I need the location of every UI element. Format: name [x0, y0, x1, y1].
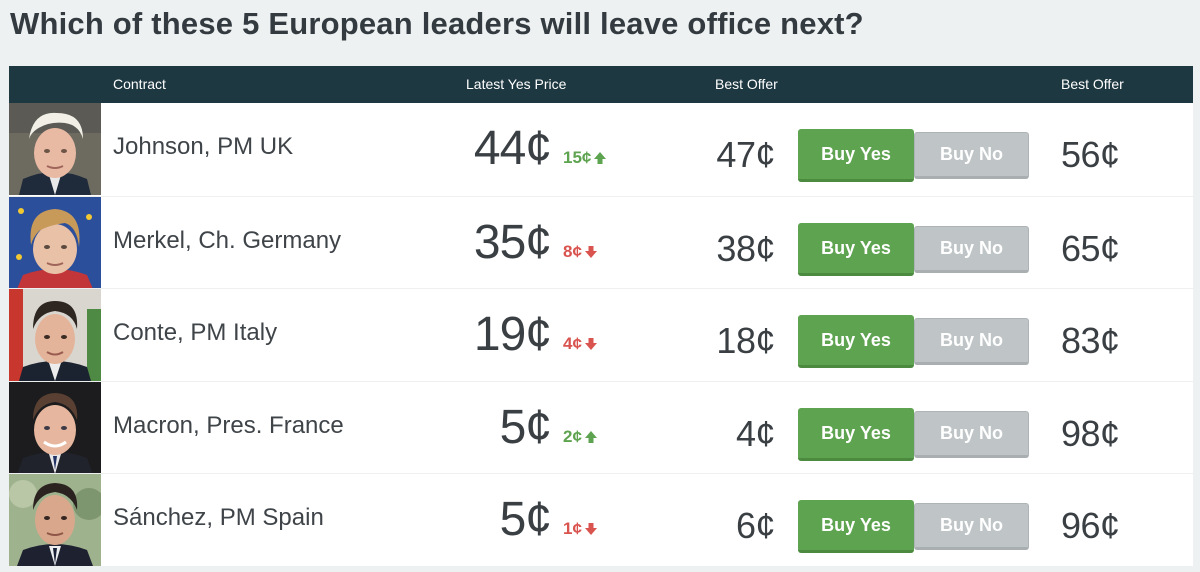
price-change: 4¢: [563, 334, 598, 354]
buy-no-button[interactable]: Buy No: [914, 411, 1029, 458]
best-offer-yes: 6¢: [735, 505, 776, 546]
best-offer-yes: 38¢: [716, 228, 775, 269]
header-best-offer-yes: Best Offer: [715, 76, 778, 92]
best-offer-no: 96¢: [1061, 505, 1120, 546]
best-offer-no: 65¢: [1061, 228, 1120, 269]
avatar-macron: [9, 382, 101, 474]
arrow-down-icon: [584, 523, 597, 535]
arrow-up-icon: [594, 152, 607, 164]
price-change-value: 15¢: [563, 148, 592, 167]
avatar-sanchez: [9, 474, 101, 566]
header-latest-yes-price: Latest Yes Price: [466, 76, 567, 92]
arrow-down-icon: [584, 338, 597, 350]
buy-yes-button[interactable]: Buy Yes: [798, 500, 914, 553]
buy-no-button[interactable]: Buy No: [914, 132, 1029, 179]
latest-yes-price: 5¢: [499, 401, 552, 454]
price-change-value: 2¢: [563, 427, 582, 446]
avatar-conte: [9, 289, 101, 381]
price-change-value: 4¢: [563, 334, 582, 353]
latest-yes-price: 5¢: [499, 493, 552, 546]
buy-yes-button[interactable]: Buy Yes: [798, 129, 914, 182]
best-offer-yes: 4¢: [735, 413, 776, 454]
best-offer-no: 56¢: [1061, 134, 1120, 175]
best-offer-yes: 18¢: [716, 320, 775, 361]
table-row: Johnson, PM UK 44¢ 15¢ 47¢ Buy Yes Buy N…: [9, 103, 1193, 195]
arrow-up-icon: [584, 431, 597, 443]
latest-yes-price: 44¢: [473, 122, 552, 175]
page-title: Which of these 5 European leaders will l…: [10, 6, 864, 41]
price-change: 15¢: [563, 148, 607, 168]
contract-name[interactable]: Conte, PM Italy: [113, 319, 278, 346]
table-row: Merkel, Ch. Germany 35¢ 8¢ 38¢ Buy Yes B…: [9, 196, 1193, 289]
latest-yes-price: 35¢: [473, 216, 552, 269]
best-offer-yes: 47¢: [716, 134, 775, 175]
buy-yes-button[interactable]: Buy Yes: [798, 408, 914, 461]
buy-no-button[interactable]: Buy No: [914, 226, 1029, 273]
best-offer-no: 98¢: [1061, 413, 1120, 454]
table-header: Contract Latest Yes Price Best Offer Bes…: [9, 66, 1193, 103]
contract-name[interactable]: Merkel, Ch. Germany: [113, 227, 342, 254]
price-change-value: 8¢: [563, 242, 582, 261]
table-row: Sánchez, PM Spain 5¢ 1¢ 6¢ Buy Yes Buy N…: [9, 473, 1193, 566]
buy-yes-button[interactable]: Buy Yes: [798, 315, 914, 368]
price-change: 8¢: [563, 242, 598, 262]
latest-yes-price: 19¢: [473, 308, 552, 361]
contracts-table: Contract Latest Yes Price Best Offer Bes…: [9, 66, 1193, 566]
table-row: Macron, Pres. France 5¢ 2¢ 4¢ Buy Yes Bu…: [9, 381, 1193, 474]
price-change: 2¢: [563, 427, 598, 447]
contract-name[interactable]: Johnson, PM UK: [113, 133, 294, 160]
arrow-down-icon: [584, 246, 597, 258]
header-contract: Contract: [113, 76, 166, 92]
buy-no-button[interactable]: Buy No: [914, 318, 1029, 365]
best-offer-no: 83¢: [1061, 320, 1120, 361]
contract-name[interactable]: Macron, Pres. France: [113, 412, 344, 439]
avatar-johnson: [9, 103, 101, 195]
avatar-merkel: [9, 197, 101, 289]
contract-name[interactable]: Sánchez, PM Spain: [113, 504, 324, 531]
price-change-value: 1¢: [563, 519, 582, 538]
table-row: Conte, PM Italy 19¢ 4¢ 18¢ Buy Yes Buy N…: [9, 288, 1193, 381]
buy-yes-button[interactable]: Buy Yes: [798, 223, 914, 276]
price-change: 1¢: [563, 519, 598, 539]
header-best-offer-no: Best Offer: [1061, 76, 1124, 92]
buy-no-button[interactable]: Buy No: [914, 503, 1029, 550]
